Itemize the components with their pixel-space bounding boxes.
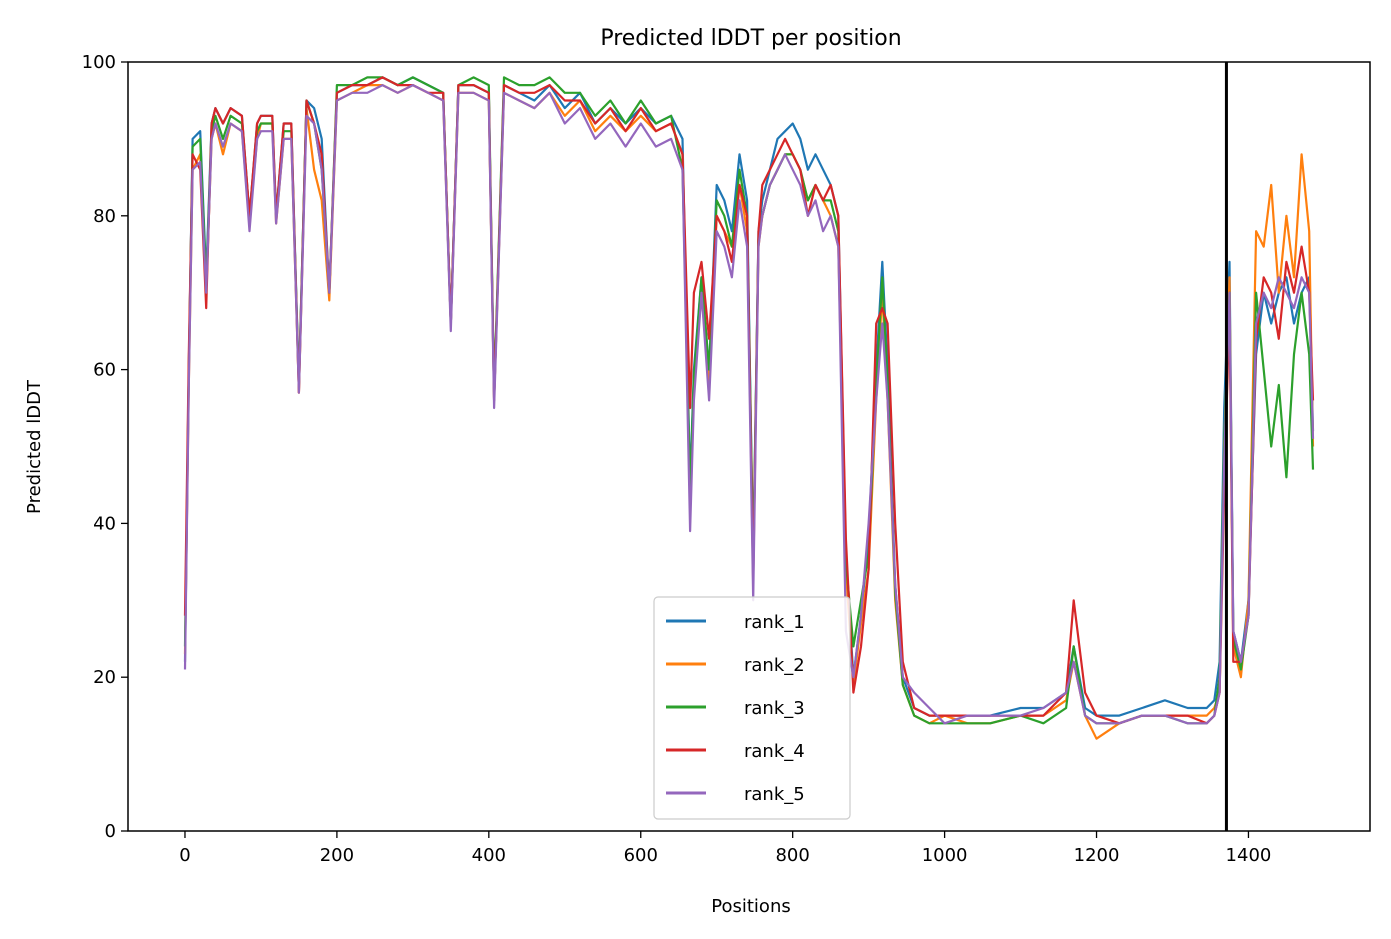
y-tick-label: 80	[93, 206, 116, 227]
series-line-rank_1	[183, 76, 1315, 717]
legend: rank_1 rank_2 rank_3 rank_4 rank_5	[653, 596, 851, 820]
legend-box	[653, 596, 851, 820]
legend-label-rank_5: rank_5	[744, 784, 805, 805]
x-tick-label: 1000	[922, 845, 968, 866]
x-axis-ticks: 0 200 400 600 800 1000 1200 1400	[179, 831, 1271, 866]
chart-title: Predicted lDDT per position	[600, 26, 901, 51]
x-tick-label: 600	[624, 845, 658, 866]
plot-lines	[183, 76, 1315, 740]
legend-label-rank_1: rank_1	[744, 612, 805, 633]
y-tick-label: 60	[93, 360, 116, 381]
legend-label-rank_3: rank_3	[744, 698, 805, 719]
x-tick-label: 1200	[1074, 845, 1120, 866]
y-axis-label: Predicted lDDT	[24, 379, 45, 514]
x-tick-label: 400	[472, 845, 506, 866]
y-tick-label: 100	[82, 52, 116, 73]
legend-label-rank_2: rank_2	[744, 655, 805, 676]
y-tick-label: 40	[93, 513, 116, 534]
series-line-rank_5	[183, 83, 1315, 725]
legend-label-rank_4: rank_4	[744, 741, 805, 762]
x-axis-label: Positions	[711, 896, 790, 917]
y-tick-label: 20	[93, 667, 116, 688]
x-tick-label: 0	[179, 845, 190, 866]
x-tick-label: 1400	[1226, 845, 1272, 866]
y-tick-label: 0	[105, 821, 116, 842]
x-tick-label: 200	[320, 845, 354, 866]
plot-frame	[127, 61, 1371, 832]
x-tick-label: 800	[775, 845, 809, 866]
y-axis-ticks: 0 20 40 60 80 100	[82, 52, 128, 842]
